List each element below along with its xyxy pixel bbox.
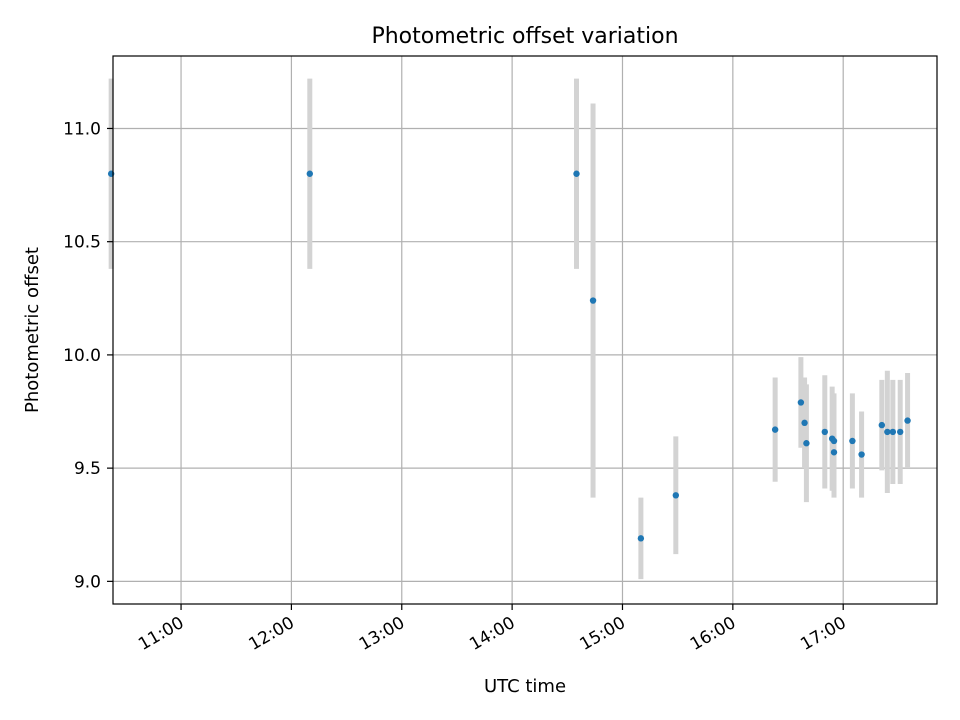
data-point [589, 297, 597, 304]
data-point [672, 492, 680, 499]
data-point [830, 437, 838, 445]
data-point [573, 170, 580, 177]
y-axis-label: Photometric offset [22, 247, 43, 413]
data-point [904, 417, 911, 424]
y-tick-label: 10.5 [63, 233, 101, 253]
data-point [858, 451, 865, 458]
x-axis-ticks: 11:00 12:00 13:00 14:00 15:00 16:00 17:00 [135, 604, 850, 655]
data-point [884, 428, 891, 436]
x-tick-label: 14:00 [466, 613, 518, 655]
data-point [637, 535, 645, 542]
error-bars [108, 78, 911, 580]
data-point [771, 426, 779, 433]
data-point [821, 428, 829, 436]
x-tick-label: 16:00 [687, 613, 739, 655]
chart-title: Photometric offset variation [371, 24, 678, 49]
data-point [306, 170, 314, 177]
y-tick-label: 9.5 [74, 459, 101, 479]
x-axis-label: UTC time [484, 676, 566, 697]
data-point [897, 428, 904, 436]
y-tick-label: 10.0 [63, 346, 101, 366]
grid [113, 56, 937, 604]
x-tick-label: 12:00 [245, 613, 297, 655]
x-tick-label: 15:00 [577, 613, 629, 655]
data-points [107, 170, 911, 542]
data-point [801, 419, 808, 427]
y-tick-label: 9.0 [74, 572, 101, 592]
data-point [849, 437, 856, 445]
data-point [830, 449, 838, 456]
data-point [889, 428, 897, 436]
data-point [803, 440, 810, 447]
y-axis-ticks: 9.0 9.5 10.0 10.5 11.0 [63, 119, 113, 592]
y-tick-label: 11.0 [63, 119, 101, 139]
plot-frame [112, 55, 938, 605]
x-tick-label: 17:00 [797, 613, 849, 655]
data-point [878, 421, 886, 429]
x-tick-label: 11:00 [135, 613, 187, 655]
x-tick-label: 13:00 [356, 613, 408, 655]
data-point [797, 399, 805, 406]
